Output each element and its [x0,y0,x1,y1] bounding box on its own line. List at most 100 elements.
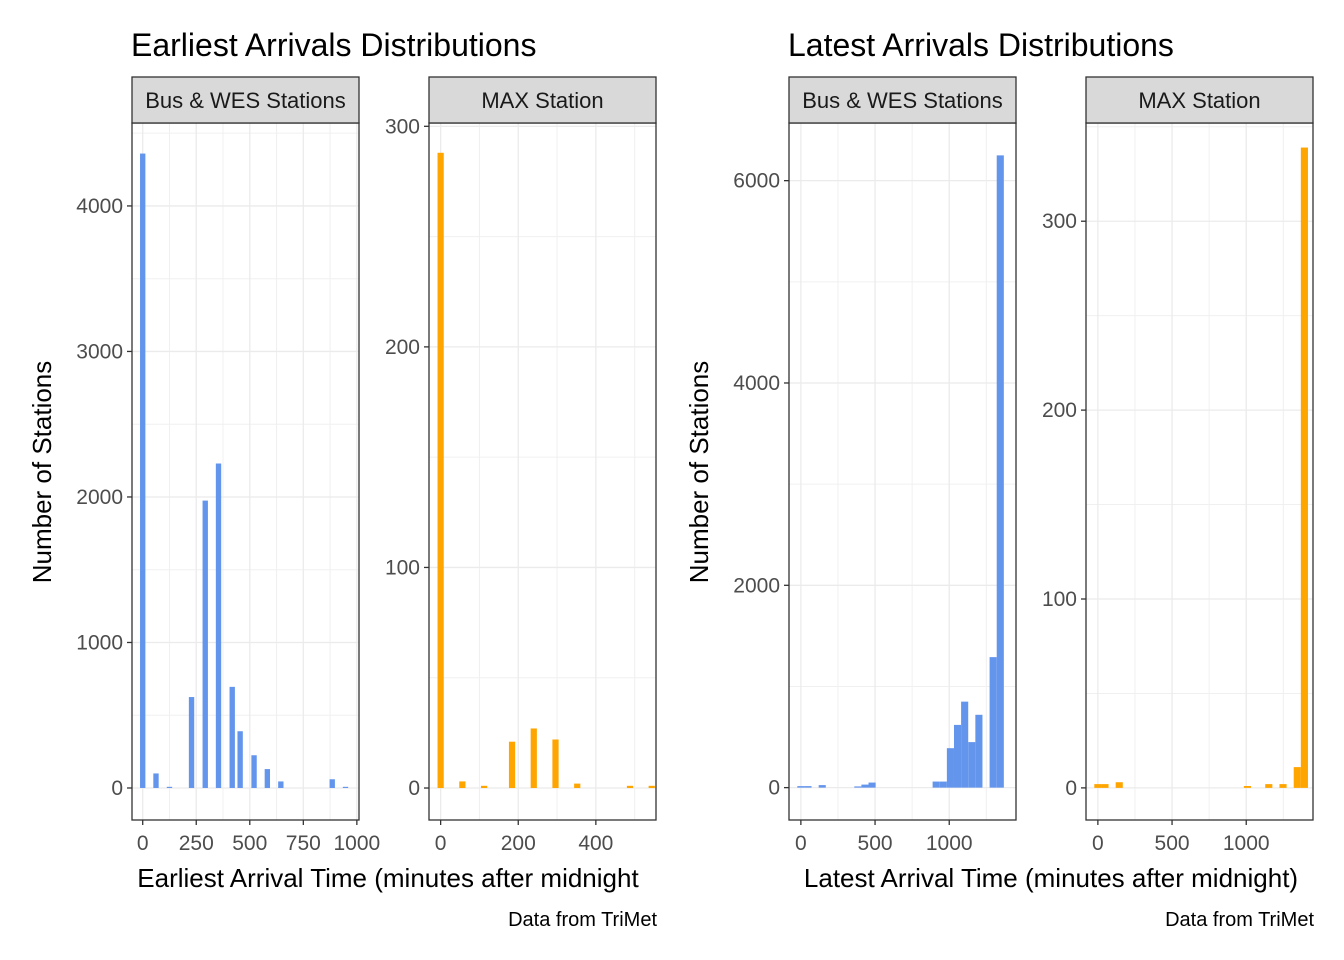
latest-x-axis-title: Latest Arrival Time (minutes after midni… [804,863,1298,893]
f1-p0-bar-5 [868,782,876,788]
f0-p0-y-tick-label: 2000 [76,486,123,509]
f0-p0-bar-8 [251,755,257,788]
f1-p0-strip [788,76,1017,124]
earliest-figure: Earliest Arrivals Distributions Number o… [27,27,657,931]
f0-p1-y-tick-label: 200 [385,336,420,359]
f0-p1-bar-0 [437,152,444,789]
f1-p0-bar-10 [961,701,969,788]
f0-p1-strip-label: MAX Station [481,88,603,113]
f0-p1-bar-8 [648,785,655,789]
f0-p1-y-tick-label: 100 [385,556,420,579]
f1-p1-bar-3 [1243,786,1251,788]
f0-p0-bar-3 [188,697,195,788]
f0-p0-bar-1 [153,773,159,788]
f1-p0-bar-12 [975,714,983,788]
f0-p1-bar-6 [574,783,581,789]
f0-p0-strip [131,76,360,124]
f0-p0-y-tick-label: 3000 [76,340,123,363]
earliest-x-axis-title: Earliest Arrival Time (minutes after mid… [137,863,639,893]
f0-p1-bar-2 [480,785,488,789]
f1-p0-bar-1 [804,786,812,788]
f1-p1-x-tick-label: 500 [1155,832,1190,855]
f0-p1-bar-4 [530,728,537,789]
f1-p1-bar-5 [1279,784,1287,788]
earliest-y-axis-title: Number of Stations [27,361,57,584]
f0-p0-strip-label: Bus & WES Stations [145,88,346,113]
f1-p0-x-tick-label: 1000 [926,832,973,855]
f0-p1-y-tick-label: 300 [385,115,420,138]
f1-p0-bar-7 [939,781,947,788]
f0-p1-x-tick-label: 0 [435,832,447,855]
f1-p1-y-tick-label: 300 [1042,210,1077,233]
earliest-panel-bus-wes: Bus & WES Stations 0 1000 2000 3000 4000 0 250 5… [76,76,380,855]
f1-p0-x-tick-label: 500 [858,832,893,855]
f1-p0-bar-3 [854,786,862,788]
f0-p0-bar-12 [342,786,349,788]
f0-p0-x-tick-label: 0 [137,832,149,855]
f0-p1-strip [428,76,657,124]
f1-p1-bar-1 [1101,784,1109,788]
f0-p1-bar-5 [552,739,559,789]
f0-p0-y-tick-label: 0 [111,777,123,800]
f0-p1-x-tick-label: 400 [578,832,613,855]
latest-title: Latest Arrivals Distributions [788,27,1174,63]
f1-p1-strip [1085,76,1314,124]
f1-p0-background [789,123,1016,820]
f0-p0-x-tick-label: 250 [179,832,214,855]
f1-p0-bar-6 [932,781,940,788]
f0-p0-bar-0 [140,153,146,788]
f0-p0-bar-7 [237,731,243,788]
f1-p0-y-tick-label: 2000 [733,574,780,597]
f1-p1-background [1086,123,1313,820]
latest-figure: Latest Arrivals Distributions Number of … [684,27,1314,931]
f1-p1-y-tick-label: 0 [1065,777,1077,800]
f1-p1-y-tick-label: 100 [1042,588,1077,611]
f1-p0-x-tick-label: 0 [795,832,807,855]
f1-p1-bar-2 [1115,782,1123,788]
f0-p0-bar-10 [278,781,284,788]
f0-p1-background [429,123,656,820]
f1-p1-bar-6 [1293,767,1301,788]
f1-p1-strip-label: MAX Station [1138,88,1260,113]
f1-p1-x-tick-label: 1000 [1223,832,1270,855]
f0-p0-bar-6 [229,686,235,788]
f0-p1-bar-7 [626,785,634,789]
f0-p0-bar-11 [329,779,335,788]
latest-caption: Data from TriMet [1165,909,1314,931]
f0-p0-bar-9 [264,769,271,788]
f0-p0-bar-4 [202,500,208,788]
f1-p0-bar-11 [968,742,976,788]
f1-p0-y-tick-label: 4000 [733,372,780,395]
f0-p0-bar-2 [166,786,173,788]
f0-p1-bar-1 [459,781,466,789]
f1-p0-bar-4 [861,784,869,788]
f1-p0-bar-0 [797,786,805,788]
latest-panel-bus-wes: Bus & WES Stations 0 2000 4000 6000 0 500 1000 [733,76,1017,855]
f1-p0-bar-13 [989,657,997,788]
f0-p0-x-tick-label: 1000 [333,832,380,855]
f1-p1-x-tick-label: 0 [1092,832,1104,855]
latest-y-axis-title: Number of Stations [684,361,714,584]
f1-p0-bar-2 [818,785,826,788]
f0-p0-x-tick-label: 750 [286,832,321,855]
latest-panel-max: MAX Station 0 100 200 300 0 500 1000 [1042,76,1314,855]
f1-p1-bar-0 [1094,784,1102,788]
f0-p0-y-tick-label: 1000 [76,631,123,654]
f0-p1-bar-3 [508,741,516,789]
f1-p0-bar-8 [946,748,954,788]
f0-p1-x-tick-label: 200 [501,832,536,855]
f1-p0-bar-14 [996,155,1004,788]
f0-p0-x-tick-label: 500 [232,832,267,855]
f0-p0-bar-5 [215,463,222,788]
f1-p0-y-tick-label: 0 [768,777,780,800]
f1-p0-strip-label: Bus & WES Stations [802,88,1003,113]
f1-p1-bar-7 [1300,147,1308,788]
f1-p0-y-tick-label: 6000 [733,170,780,193]
earliest-caption: Data from TriMet [508,909,657,931]
earliest-panel-max: MAX Station 0 100 200 300 0 200 400 [385,76,657,855]
f0-p0-y-tick-label: 4000 [76,195,123,218]
f1-p0-bar-9 [953,724,962,788]
earliest-title: Earliest Arrivals Distributions [131,27,536,63]
f0-p1-y-tick-label: 0 [408,777,420,800]
